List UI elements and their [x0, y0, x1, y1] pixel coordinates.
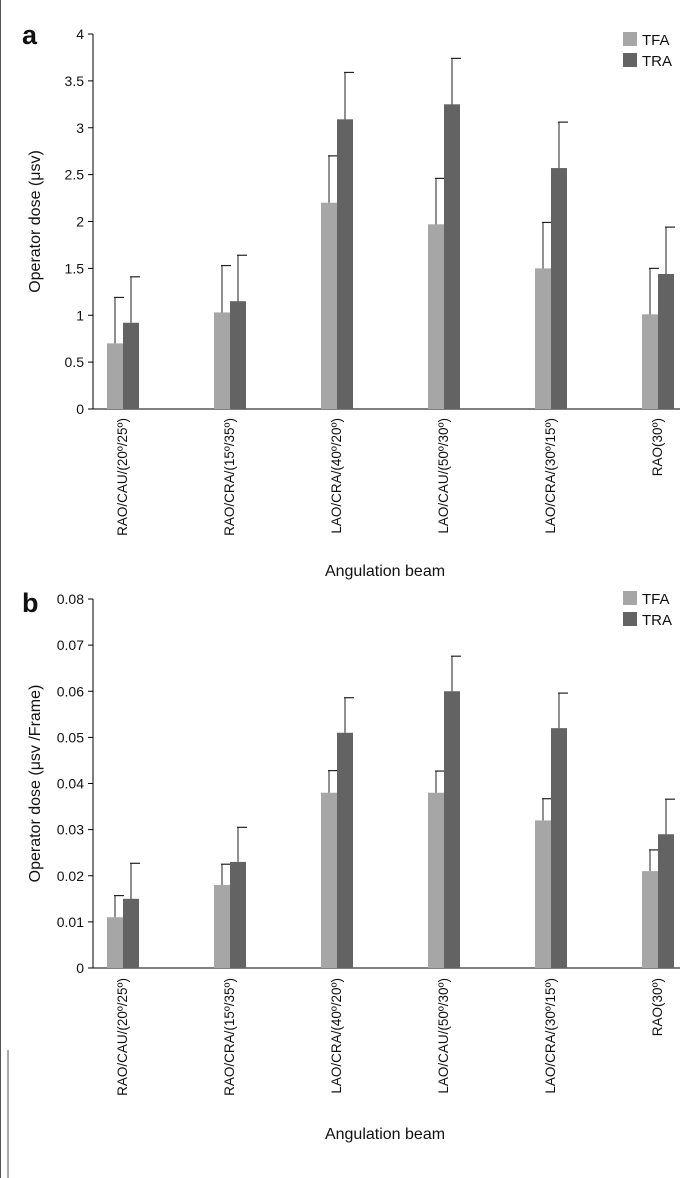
y-axis-title: Operator dose (μsv /Frame): [27, 685, 44, 883]
bar-tra: [337, 119, 353, 409]
y-tick-label: 0.5: [65, 354, 85, 370]
bar-tra: [551, 728, 567, 968]
y-tick-label: 3: [76, 120, 84, 136]
x-category-label: RAO/CRA/(15º/35º): [222, 418, 237, 536]
y-tick-label: 0.05: [57, 729, 84, 745]
y-tick-label: 2.5: [65, 167, 85, 183]
bar-tfa: [321, 202, 337, 409]
panel-letter: b: [22, 588, 39, 618]
y-tick-label: 0: [76, 401, 84, 417]
bar-tfa: [428, 224, 444, 409]
x-category-label: LAO/CRA/(30º/15º): [543, 978, 558, 1094]
bar-tra: [337, 732, 353, 968]
x-category-label: LAO/CRA/(40º/20º): [329, 418, 344, 534]
y-tick-label: 0.02: [57, 868, 84, 884]
bar-tfa: [107, 917, 123, 968]
bar-tra: [658, 274, 674, 409]
bar-tfa: [214, 884, 230, 968]
bar-tfa: [107, 343, 123, 409]
y-tick-label: 0.01: [57, 914, 84, 930]
x-category-label: LAO/CRA/(40º/20º): [329, 978, 344, 1094]
x-axis-title: Angulation beam: [325, 1126, 445, 1143]
x-category-label: RAO/CAU/(20º/25º): [115, 978, 130, 1096]
legend-label-tra: TRA: [642, 53, 672, 70]
y-axis-title: Operator dose (μsv): [27, 150, 44, 293]
legend-swatch-tfa: [623, 591, 637, 605]
bar-tra: [230, 301, 246, 409]
bar-tra: [444, 104, 460, 409]
x-category-label: RAO(30º): [650, 418, 665, 476]
x-category-label: LAO/CAU/(50º/30º): [436, 978, 451, 1094]
legend-label-tfa: TFA: [642, 591, 670, 608]
bar-tfa: [535, 820, 551, 968]
y-tick-label: 0: [76, 960, 84, 976]
bar-tfa: [642, 871, 658, 968]
y-tick-label: 3.5: [65, 73, 85, 89]
legend-swatch-tra: [623, 612, 637, 626]
y-tick-label: 2: [76, 214, 84, 230]
legend-swatch-tra: [623, 53, 637, 67]
bar-tra: [658, 834, 674, 968]
bar-tfa: [535, 268, 551, 409]
legend-swatch-tfa: [623, 32, 637, 46]
x-category-label: LAO/CAU/(50º/30º): [436, 418, 451, 534]
y-tick-label: 0.08: [57, 591, 84, 607]
x-axis-title: Angulation beam: [325, 563, 445, 580]
y-tick-label: 1.5: [65, 260, 85, 276]
y-tick-label: 1: [76, 307, 84, 323]
panel-letter: a: [22, 20, 38, 50]
bar-tfa: [214, 312, 230, 409]
x-category-label: LAO/CRA/(30º/15º): [543, 418, 558, 534]
x-category-label: RAO/CAU/(20º/25º): [115, 418, 130, 536]
bar-tra: [123, 322, 139, 409]
x-category-label: RAO(30º): [650, 978, 665, 1036]
bar-tra: [444, 691, 460, 968]
panel-b: b 0 0.01 0.02 0.03 0.04 0.05 0.06 0.07 0.08 Operat…: [22, 588, 680, 1143]
bar-tra: [230, 861, 246, 968]
bar-tra: [123, 898, 139, 968]
y-tick-label: 0.04: [57, 776, 84, 792]
y-tick-label: 0.03: [57, 822, 84, 838]
panel-a: a 0 0.5 1 1.5 2 2.5 3 3.5 4 Operator dose (μsv) RAO…: [22, 20, 680, 580]
y-tick-label: 0.06: [57, 683, 84, 699]
y-tick-label: 4: [76, 26, 84, 42]
bar-tra: [551, 168, 567, 409]
bar-tfa: [321, 792, 337, 968]
x-category-label: RAO/CRA/(15º/35º): [222, 978, 237, 1096]
bar-tfa: [642, 314, 658, 409]
y-tick-label: 0.07: [57, 637, 84, 653]
bar-tfa: [428, 792, 444, 968]
legend-label-tra: TRA: [642, 612, 672, 629]
legend-label-tfa: TFA: [642, 32, 670, 49]
